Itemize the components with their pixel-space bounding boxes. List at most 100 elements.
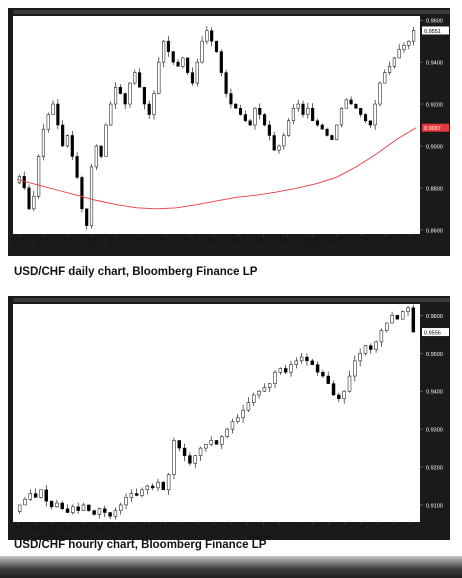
y-tick-label: 0.9400	[426, 390, 443, 396]
x-tick-label: 23	[15, 526, 23, 533]
x-tick-label: 18	[325, 526, 333, 533]
candle	[395, 315, 400, 320]
candle	[246, 402, 251, 411]
x-tick-label: Mar 30	[329, 238, 345, 244]
candle	[80, 177, 84, 210]
chart-header-bar	[13, 10, 450, 14]
candle	[138, 72, 142, 88]
x-tick-label: 14	[260, 526, 268, 533]
x-tick-label: Jan 16	[207, 238, 223, 244]
x-tick-label: 21	[341, 526, 349, 533]
x-period-label: Apr 2012	[38, 534, 65, 541]
candle	[241, 409, 245, 418]
x-tick-label: 26	[64, 526, 72, 533]
ma-value-box	[422, 123, 449, 132]
candle	[37, 156, 41, 197]
y-tick-label: 0.9400	[426, 61, 443, 67]
x-tick-label: Nov 15	[109, 238, 126, 244]
candle	[156, 481, 160, 489]
last-value-box	[422, 26, 449, 35]
candle	[51, 103, 55, 115]
candle	[390, 315, 394, 324]
daily-chart: 0.9600 0.9400 0.9200 0.9000 0.8800 0.8600 Sep …	[11, 10, 450, 250]
candle	[287, 120, 291, 136]
candle	[273, 371, 277, 384]
candle	[27, 187, 31, 210]
candle	[108, 512, 112, 517]
candle	[407, 40, 411, 46]
candle	[182, 447, 187, 456]
candle	[113, 87, 118, 105]
candle	[347, 375, 352, 392]
candle	[166, 474, 171, 491]
candle	[339, 107, 344, 126]
candle	[33, 493, 38, 498]
candle	[236, 417, 240, 422]
x-tick-label: Sep 30	[35, 238, 52, 244]
x-tick-label: Apr 30	[378, 238, 393, 244]
candle	[411, 307, 416, 333]
candle	[267, 383, 272, 388]
candle	[60, 502, 64, 509]
candle	[301, 103, 305, 115]
plot-area	[13, 304, 420, 522]
candle	[248, 120, 252, 126]
y-tick-label: 0.9200	[426, 103, 443, 109]
candle	[262, 387, 267, 392]
candle	[385, 322, 389, 331]
candle	[193, 455, 197, 464]
candle	[123, 93, 127, 105]
x-tick-label: Feb 29	[280, 238, 296, 244]
x-tick-label: 15	[276, 526, 284, 533]
candle	[195, 61, 199, 84]
candle	[209, 440, 213, 445]
daily-chart-panel: 0.9600 0.9400 0.9200 0.9000 0.8800 0.8600 Sep …	[8, 8, 450, 256]
y-tick-label: 0.9500	[426, 352, 443, 358]
candle	[315, 364, 320, 373]
candle	[330, 135, 334, 140]
candle	[150, 485, 155, 489]
candle	[145, 485, 150, 491]
candle	[75, 156, 79, 178]
y-tick-label: 0.9600	[426, 19, 443, 25]
candle	[200, 40, 204, 63]
candle	[214, 40, 219, 52]
x-period-label: 2012	[306, 244, 318, 250]
y-tick-label: 0.9600	[426, 314, 443, 320]
candle	[311, 107, 315, 122]
candle	[109, 103, 113, 126]
candle	[118, 87, 122, 94]
candle	[369, 345, 373, 350]
candle	[28, 493, 33, 500]
candle	[294, 360, 299, 365]
candle	[383, 72, 387, 84]
candle	[147, 103, 151, 115]
candle	[363, 345, 368, 354]
x-tick-label: 17	[309, 526, 317, 533]
x-tick-label: 30	[97, 526, 105, 533]
candle	[17, 504, 22, 512]
candle	[267, 124, 271, 136]
candle	[238, 107, 243, 115]
candle	[87, 504, 91, 511]
candle	[152, 93, 156, 115]
x-tick-label: 24	[32, 526, 40, 533]
candle	[321, 371, 325, 377]
candle	[363, 114, 368, 122]
candle	[162, 40, 166, 63]
candle	[204, 444, 208, 449]
candle	[70, 135, 74, 157]
candle	[161, 481, 166, 491]
x-tick-label: 24	[390, 526, 398, 533]
candle	[129, 493, 134, 498]
candle	[119, 504, 123, 511]
candle	[104, 124, 108, 157]
x-tick-label: Sep 15	[11, 238, 28, 244]
x-tick-label: Dec 15	[157, 238, 174, 244]
candle	[128, 82, 132, 105]
candle	[379, 330, 384, 343]
moving-average-line	[16, 127, 417, 210]
candle	[198, 447, 203, 456]
x-tick-label: 11	[244, 526, 251, 533]
x-tick-label: 08	[195, 526, 203, 533]
